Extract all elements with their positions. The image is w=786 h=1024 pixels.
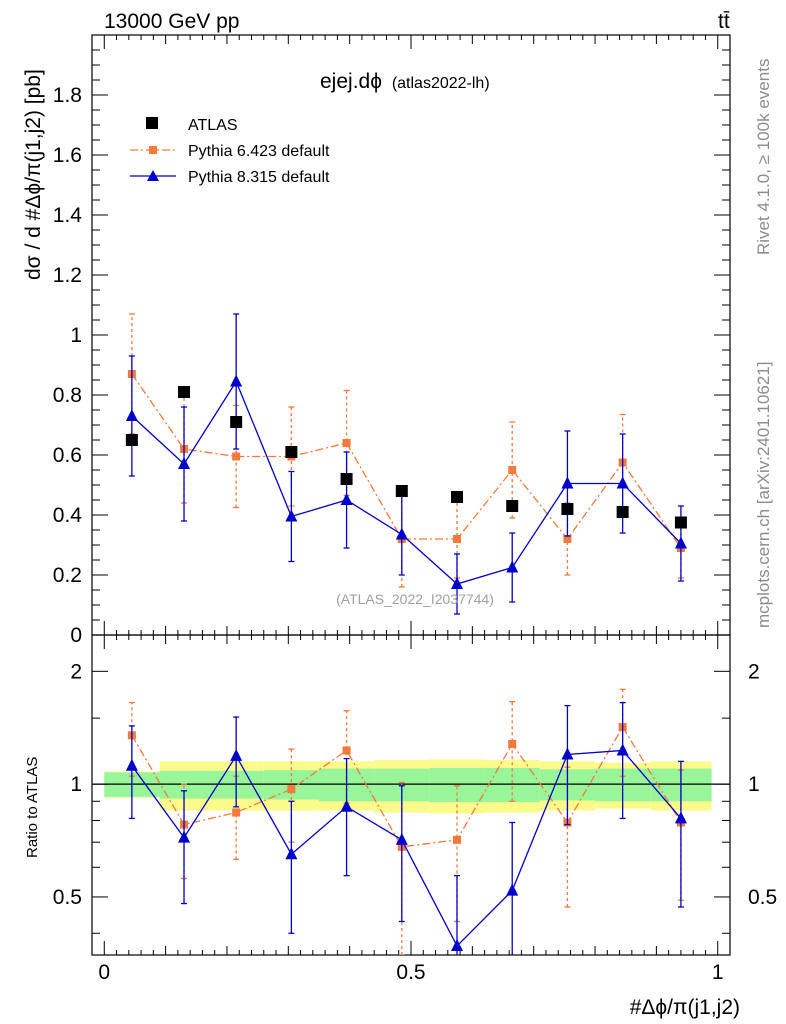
- x-tick-label: 0: [98, 961, 110, 984]
- ratio-pythia6-point: [232, 808, 241, 817]
- main-y-tick-label: 1.4: [53, 204, 83, 227]
- main-pythia6-point: [508, 466, 517, 474]
- main-atlas-point: [230, 416, 243, 428]
- main-y-tick-label: 0.8: [53, 384, 82, 407]
- ratio-y-tick-label: 2: [70, 660, 82, 683]
- legend-marker-atlas: [146, 117, 158, 129]
- main-pythia8-point: [340, 493, 353, 505]
- legend-label-pythia8: Pythia 8.315 default: [188, 169, 330, 186]
- ratio-pythia6-point: [453, 835, 462, 844]
- main-pythia6-point: [342, 439, 351, 447]
- ratio-pythia6-point: [342, 746, 351, 755]
- main-pythia8-point: [395, 527, 408, 540]
- main-pythia8-point: [125, 409, 138, 421]
- legend-marker-pythia8: [147, 170, 159, 181]
- ratio-pythia8-point: [125, 758, 138, 771]
- main-pythia8-point: [451, 577, 464, 589]
- ratio-pythia8-point: [451, 938, 464, 951]
- main-y-tick-label: 1.2: [53, 264, 82, 287]
- ratio-y-tick-label-right: 1: [748, 773, 760, 796]
- main-atlas-point: [561, 503, 574, 515]
- ratio-pythia8-point: [674, 811, 687, 824]
- main-y-axis-title: dσ / d #Δϕ/π(j1,j2) [pb]: [22, 69, 45, 280]
- main-y-tick-label: 1: [70, 324, 82, 347]
- main-atlas-point: [616, 506, 629, 518]
- ratio-y-tick-label: 0.5: [53, 886, 82, 909]
- x-tick-label: 1: [712, 961, 724, 984]
- legend-label-atlas: ATLAS: [188, 117, 238, 134]
- main-atlas-point: [506, 500, 519, 512]
- ratio-pythia6-point: [287, 785, 296, 794]
- ratio-pythia8-point: [178, 830, 191, 843]
- legend-marker-pythia6: [149, 146, 157, 154]
- ratio-pythia8-point: [506, 883, 519, 896]
- main-atlas-point: [178, 386, 191, 398]
- band-inner: [484, 767, 540, 803]
- ratio-y-tick-label-right: 2: [748, 660, 760, 683]
- main-atlas-point: [285, 446, 298, 458]
- main-y-tick-label: 0.4: [53, 504, 83, 527]
- mcplots-label: mcplots.cern.ch [arXiv:2401.10621]: [754, 361, 773, 628]
- ratio-pythia8-point: [230, 748, 243, 761]
- main-atlas-point: [125, 434, 138, 446]
- main-pythia8-point: [561, 476, 574, 489]
- main-atlas-point: [451, 491, 464, 503]
- main-atlas-point: [395, 485, 408, 497]
- main-pythia8-point: [230, 374, 243, 387]
- chart-title: ejej.dϕ (atlas2022-lh): [320, 70, 490, 93]
- energy-label: 13000 GeV pp: [104, 10, 239, 33]
- ratio-y-label: Ratio to ATLAS: [24, 757, 41, 858]
- chart-title-main: ejej.dϕ: [320, 70, 382, 93]
- ratio-pythia6-point: [508, 739, 517, 748]
- main-pythia8-point: [506, 560, 519, 573]
- chart-title-note: (atlas2022-lh): [392, 75, 490, 92]
- legend: ATLAS Pythia 6.423 default Pythia 8.315 …: [130, 117, 330, 186]
- ratio-pythia8-point: [561, 747, 574, 760]
- rivet-label: Rivet 4.1.0, ≥ 100k events: [754, 58, 773, 255]
- main-pythia8-line: [131, 380, 682, 585]
- ratio-pythia8-point: [395, 832, 408, 845]
- legend-item-atlas: ATLAS: [146, 117, 238, 134]
- main-y-label: dσ / d #Δϕ/π(j1,j2) [pb]: [22, 69, 45, 280]
- main-y-tick-label: 0.6: [53, 444, 82, 467]
- main-pythia6-point: [453, 535, 462, 543]
- main-pythia8-point: [285, 509, 298, 522]
- process-label: tt̄: [718, 10, 730, 33]
- main-y-tick-label: 0: [70, 624, 82, 647]
- band-inner: [429, 767, 485, 803]
- ratio-y-tick-label-right: 0.5: [748, 886, 777, 909]
- ratio-panel-frame: [91, 634, 731, 956]
- main-pythia6-point: [563, 535, 572, 543]
- main-pythia8-point: [616, 476, 629, 489]
- main-pythia6-line: [131, 373, 682, 549]
- x-axis-label: #Δϕ/π(j1,j2): [630, 996, 740, 1019]
- analysis-watermark: (ATLAS_2022_I2037744): [336, 591, 494, 607]
- legend-label-pythia6: Pythia 6.423 default: [188, 143, 330, 160]
- ratio-pythia8-point: [616, 743, 629, 756]
- main-pythia8-point: [674, 536, 687, 549]
- ratio-pythia8-point: [285, 847, 298, 860]
- main-y-tick-label: 1.6: [53, 144, 82, 167]
- x-tick-label: 0.5: [396, 961, 425, 984]
- legend-item-pythia8: Pythia 8.315 default: [130, 169, 330, 186]
- ratio-pythia8-point: [340, 799, 353, 812]
- main-pythia6-point: [232, 452, 241, 461]
- main-pythia8-point: [178, 457, 191, 469]
- legend-item-pythia6: Pythia 6.423 default: [130, 143, 330, 160]
- ratio-y-tick-label: 1: [70, 773, 82, 796]
- main-atlas-point: [340, 473, 353, 485]
- main-y-tick-label: 1.8: [53, 84, 82, 107]
- main-y-tick-label: 0.2: [53, 564, 82, 587]
- main-atlas-point: [674, 516, 687, 529]
- ratio-y-axis-title: Ratio to ATLAS: [24, 757, 41, 858]
